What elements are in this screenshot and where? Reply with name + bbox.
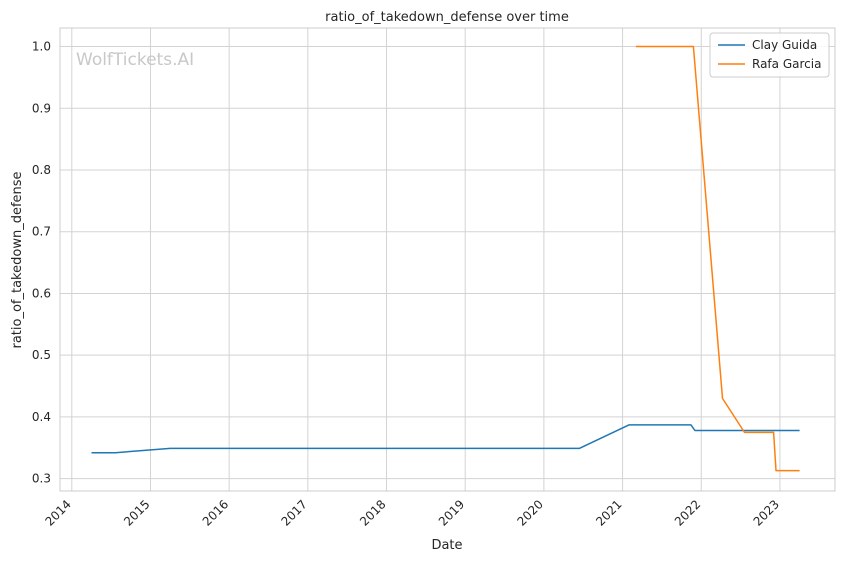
watermark-text: WolfTickets.AI	[76, 50, 194, 70]
chart-title: ratio_of_takedown_defense over time	[325, 10, 569, 25]
x-tick-label: 2018	[357, 497, 388, 528]
x-tick-label: 2017	[278, 497, 309, 528]
series-lines	[91, 45, 800, 472]
y-tick-label: 0.9	[32, 101, 51, 115]
x-axis-title: Date	[431, 538, 462, 553]
y-tick-label: 0.5	[32, 348, 51, 362]
x-tick-label: 2016	[200, 497, 231, 528]
grid	[60, 28, 835, 491]
y-tick-label: 0.4	[32, 410, 51, 424]
plot-area-frame	[59, 27, 836, 492]
x-tick-label: 2020	[515, 497, 546, 528]
legend: Clay Guida Rafa Garcia	[709, 32, 830, 78]
x-tick-label: 2023	[751, 497, 782, 528]
y-tick-label: 0.7	[32, 225, 51, 239]
x-tick-label: 2015	[121, 497, 152, 528]
x-axis-ticks: 2014 2015 2016 2017 2018 2019 2020 2021 2022 2023	[42, 497, 782, 528]
y-axis-ticks: 0.3 0.4 0.5 0.6 0.7 0.8 0.9 1.0	[32, 40, 51, 486]
x-tick-label: 2019	[436, 497, 467, 528]
y-tick-label: 1.0	[32, 40, 51, 54]
x-tick-label: 2021	[593, 497, 624, 528]
y-tick-label: 0.3	[32, 472, 51, 486]
y-axis-title: ratio_of_takedown_defense	[10, 171, 25, 348]
x-tick-label: 2022	[672, 497, 703, 528]
y-tick-label: 0.6	[32, 286, 51, 300]
x-tick-label: 2014	[42, 497, 73, 528]
series-line-clay-guida	[91, 424, 800, 454]
legend-label-rafa-garcia: Rafa Garcia	[752, 57, 821, 71]
legend-box	[709, 32, 830, 78]
series-line-rafa-garcia	[635, 45, 800, 472]
y-tick-label: 0.8	[32, 163, 51, 177]
legend-label-clay-guida: Clay Guida	[752, 38, 817, 52]
